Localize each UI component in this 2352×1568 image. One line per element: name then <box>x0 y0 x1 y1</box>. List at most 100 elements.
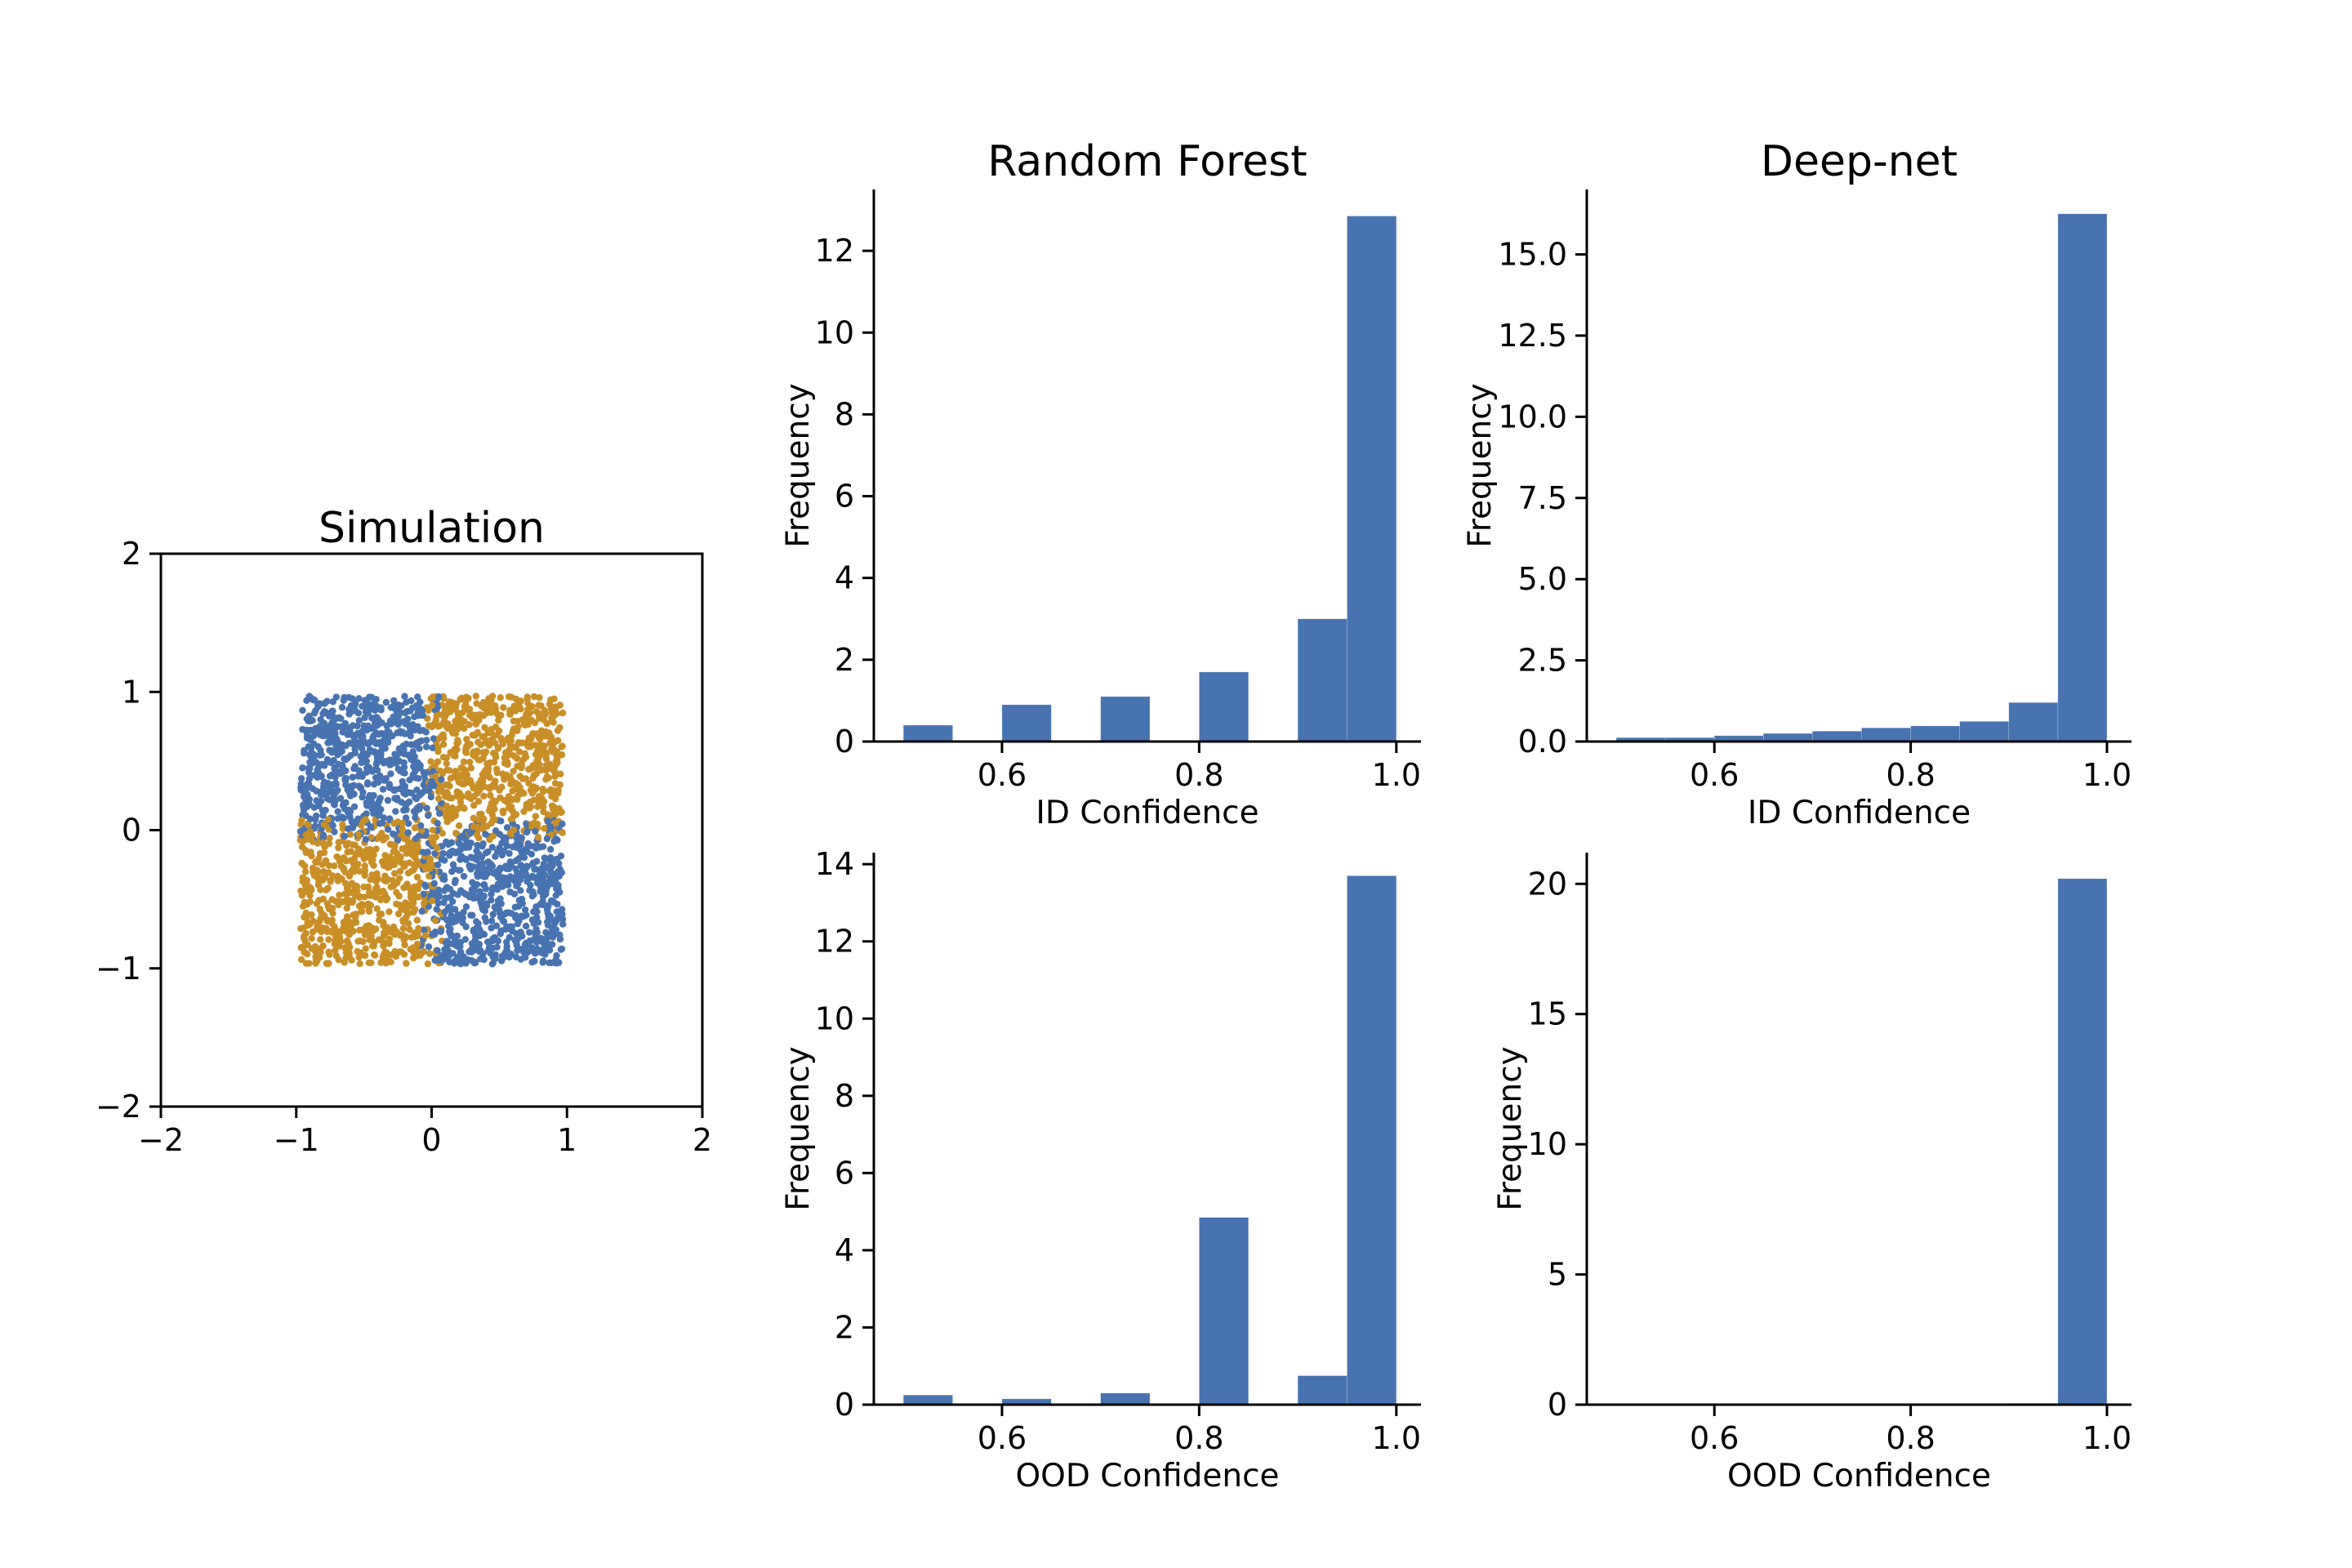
scatter-point <box>460 908 467 916</box>
scatter-point <box>431 956 439 964</box>
scatter-point <box>418 907 425 915</box>
scatter-point <box>305 921 312 929</box>
scatter-point <box>501 760 509 767</box>
scatter-point <box>347 848 355 855</box>
scatter-point <box>319 831 327 839</box>
scatter-point <box>523 911 530 919</box>
scatter-point <box>382 834 390 841</box>
scatter-point <box>365 850 373 858</box>
scatter-point <box>451 724 458 731</box>
histogram-bar <box>2057 878 2108 1405</box>
scatter-point <box>456 790 464 797</box>
scatter-point <box>542 762 550 769</box>
scatter-point <box>554 900 561 908</box>
scatter-point <box>340 814 348 822</box>
scatter-point <box>457 834 465 841</box>
x-tick-label: 1.0 <box>1372 1420 1421 1456</box>
scatter-point <box>480 821 488 829</box>
scatter-point <box>454 737 461 744</box>
scatter-point <box>494 744 502 751</box>
scatter-point <box>439 711 446 719</box>
scatter-point <box>331 728 338 735</box>
scatter-point <box>372 845 380 853</box>
y-tick-label: 10 <box>815 314 854 350</box>
scatter-point <box>349 773 356 781</box>
scatter-point <box>499 954 506 961</box>
x-tick-label: 2 <box>693 1122 712 1158</box>
scatter-point <box>339 728 346 736</box>
scatter-point <box>378 757 385 764</box>
scatter-point <box>443 941 451 948</box>
scatter-point <box>411 753 418 760</box>
scatter-point <box>395 875 403 882</box>
scatter-point <box>546 823 555 831</box>
scatter-point <box>395 710 403 719</box>
scatter-point <box>379 786 387 793</box>
scatter-point <box>325 905 333 913</box>
scatter-point <box>482 831 489 838</box>
scatter-point <box>551 795 559 803</box>
scatter-point <box>305 775 314 782</box>
scatter-point <box>297 924 305 933</box>
scatter-point <box>559 820 566 828</box>
scatter-point <box>336 942 343 950</box>
scatter-point <box>345 693 353 702</box>
histogram-bars <box>902 216 1397 742</box>
scatter-point <box>406 926 413 933</box>
scatter-point <box>316 850 324 858</box>
y-tick-label: 0 <box>835 724 854 760</box>
scatter-point <box>497 895 504 902</box>
scatter-point <box>412 824 419 831</box>
scatter-point <box>506 709 514 716</box>
scatter-point <box>492 853 499 860</box>
scatter-point <box>327 771 336 779</box>
y-tick-label: −2 <box>96 1089 141 1125</box>
scatter-point <box>304 732 311 740</box>
scatter-point <box>328 896 336 903</box>
scatter-point <box>345 883 352 891</box>
scatter-point <box>546 845 555 853</box>
scatter-point <box>297 956 305 964</box>
scatter-point <box>364 722 372 729</box>
scatter-point <box>461 936 470 943</box>
scatter-point <box>546 959 553 967</box>
scatter-point <box>343 904 351 912</box>
scatter-point <box>489 960 497 967</box>
scatter-point <box>332 693 341 701</box>
scatter-point <box>476 810 483 818</box>
scatter-point <box>517 929 524 936</box>
scatter-point <box>430 840 437 847</box>
scatter-point <box>470 814 478 822</box>
chart-rf-ood: 0.6 0.8 1.0 0 2 4 6 8 10 12 14 OOD Confidence Freque… <box>780 846 1421 1494</box>
scatter-point <box>488 844 496 851</box>
scatter-point <box>543 835 551 843</box>
scatter-point <box>559 742 566 750</box>
scatter-point <box>506 933 513 942</box>
scatter-point <box>510 795 518 803</box>
scatter-point <box>323 900 332 907</box>
scatter-point <box>458 694 466 702</box>
scatter-point <box>298 892 306 899</box>
scatter-point <box>320 719 328 727</box>
scatter-point <box>457 846 465 853</box>
scatter-point <box>385 935 394 943</box>
scatter-point <box>390 713 397 720</box>
scatter-point <box>470 894 478 902</box>
scatter-point <box>408 851 416 858</box>
scatter-point <box>465 694 472 702</box>
scatter-point <box>488 735 497 743</box>
scatter-point <box>334 751 341 759</box>
scatter-point <box>546 912 555 920</box>
scatter-point <box>538 795 546 802</box>
scatter-point <box>446 814 454 822</box>
scatter-point <box>422 743 430 751</box>
scatter-point <box>350 702 357 710</box>
scatter-point <box>372 925 380 933</box>
chart-dn-id: 0.6 0.8 1.0 0.0 2.5 5.0 7.5 10.0 12.5 15.0 Deep-ne… <box>1462 137 2132 831</box>
scatter-point <box>315 878 323 885</box>
scatter-point <box>491 702 499 710</box>
y-axis-label: Frequency <box>1462 383 1499 547</box>
x-tick-label: 1 <box>557 1122 577 1158</box>
scatter-point <box>521 952 528 960</box>
scatter-point <box>548 745 555 753</box>
